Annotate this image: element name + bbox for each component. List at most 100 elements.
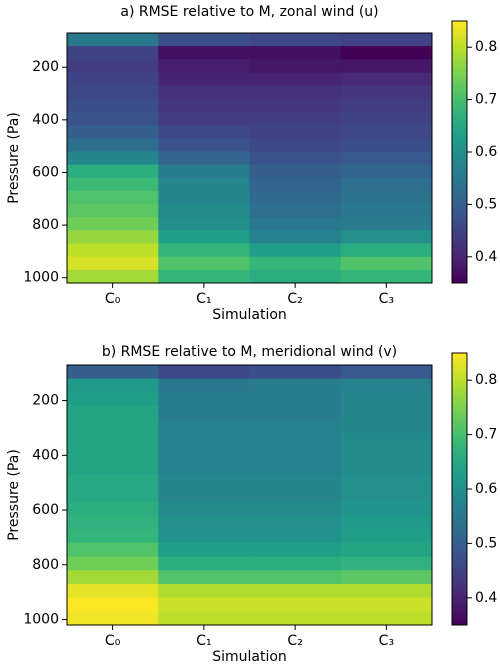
colorbar-tick-label: 0.5	[475, 196, 497, 212]
heatmap-cell	[158, 125, 250, 139]
heatmap-cell	[340, 177, 433, 192]
y-tick-label: 800	[32, 217, 59, 233]
colorbar-tick-label: 0.8	[475, 39, 497, 55]
heatmap-cell	[158, 460, 250, 475]
heatmap-cell	[67, 138, 159, 152]
y-axis-label: Pressure (Pa)	[6, 449, 22, 541]
heatmap-cell	[67, 72, 159, 87]
x-tick-label: C₂	[287, 633, 302, 649]
heatmap-cell	[67, 542, 159, 558]
heatmap-cell	[67, 111, 159, 126]
heatmap-cell	[158, 256, 250, 271]
heatmap-cell	[340, 419, 433, 434]
heatmap-cell	[67, 597, 159, 612]
heatmap-cell	[158, 501, 250, 517]
heatmap-cell	[158, 269, 250, 284]
chart-title: a) RMSE relative to M, zonal wind (u)	[120, 4, 378, 20]
x-tick-label: C₃	[379, 633, 394, 649]
colorbar-tick-label: 0.7	[475, 92, 497, 108]
x-tick-label: C₀	[105, 633, 121, 649]
heatmap-cell	[249, 138, 342, 152]
chart-title: b) RMSE relative to M, meridional wind (…	[102, 344, 397, 360]
heatmap-cell	[158, 243, 250, 258]
heatmap-cell	[249, 177, 342, 192]
heatmap-cell	[249, 611, 342, 626]
heatmap-cell	[158, 217, 250, 231]
heatmap-cell	[249, 243, 342, 258]
heatmap-cell	[340, 269, 433, 284]
heatmap-cell	[158, 111, 250, 126]
y-tick-label: 400	[32, 447, 59, 463]
heatmap-cell	[158, 365, 250, 380]
heatmap-cell	[67, 151, 159, 166]
heatmap-cell	[340, 256, 433, 271]
heatmap-cell	[249, 488, 342, 503]
heatmap-cell	[158, 392, 250, 407]
heatmap-cell	[158, 406, 250, 421]
y-tick-label: 200	[32, 59, 59, 75]
heatmap-cell	[67, 164, 159, 179]
heatmap-cell	[340, 46, 433, 60]
heatmap-cell	[249, 217, 342, 231]
heatmap-cell	[249, 406, 342, 421]
heatmap-cell	[340, 151, 433, 166]
heatmap-cell	[249, 515, 342, 530]
heatmap-cell	[340, 365, 433, 380]
heatmap-cell	[158, 151, 250, 166]
heatmap-cell	[67, 392, 159, 407]
heatmap-cell	[158, 556, 250, 571]
heatmap-cell	[249, 529, 342, 544]
heatmap-cell	[67, 269, 159, 284]
heatmap-cell	[249, 542, 342, 558]
heatmap-cell	[67, 474, 159, 489]
heatmap-cell	[340, 583, 433, 599]
heatmap-cell	[340, 406, 433, 421]
heatmap-cell	[340, 515, 433, 530]
heatmap-cell	[249, 256, 342, 271]
heatmap-cell	[340, 59, 433, 73]
heatmap-cell	[158, 419, 250, 434]
y-tick-label: 600	[32, 502, 59, 518]
heatmap-cell	[249, 474, 342, 489]
heatmap-cell	[340, 597, 433, 612]
heatmap-cell	[340, 542, 433, 558]
plot-frame	[66, 32, 433, 284]
heatmap-cell	[67, 611, 159, 626]
heatmap-cell	[158, 72, 250, 87]
heatmap-cell	[249, 460, 342, 475]
heatmap-cell	[340, 111, 433, 126]
heatmap-cell	[158, 59, 250, 73]
heatmap-cell	[340, 33, 433, 47]
heatmap-cell	[158, 433, 250, 448]
x-tick-label: C₀	[105, 291, 121, 307]
y-tick-label: 600	[32, 164, 59, 180]
heatmap-cell	[67, 59, 159, 73]
heatmap-cell	[67, 204, 159, 218]
heatmap-cell	[67, 529, 159, 544]
heatmap-cell	[67, 433, 159, 448]
heatmap-cell	[249, 230, 342, 245]
heatmap-cell	[249, 433, 342, 448]
colorbar-tick-label: 0.5	[475, 535, 497, 551]
heatmap-cell	[158, 611, 250, 626]
y-axis-label: Pressure (Pa)	[6, 112, 22, 204]
heatmap-cell	[249, 556, 342, 571]
heatmap-cell	[249, 72, 342, 87]
heatmap-cell	[67, 556, 159, 571]
heatmap-cell	[67, 406, 159, 421]
colorbar	[451, 352, 468, 626]
heatmap-cell	[158, 164, 250, 179]
heatmap-cell	[340, 529, 433, 544]
heatmap-cell	[340, 433, 433, 448]
heatmap-cell	[67, 125, 159, 139]
heatmap-cell	[158, 33, 250, 47]
heatmap-cell	[158, 542, 250, 558]
colorbar-tick-label: 0.6	[475, 144, 497, 160]
heatmap-cell	[249, 46, 342, 60]
x-axis-label: Simulation	[212, 307, 287, 323]
heatmap-cell	[340, 217, 433, 231]
heatmap-cell	[67, 501, 159, 517]
heatmap-cell	[67, 177, 159, 192]
heatmap-cell	[249, 190, 342, 205]
